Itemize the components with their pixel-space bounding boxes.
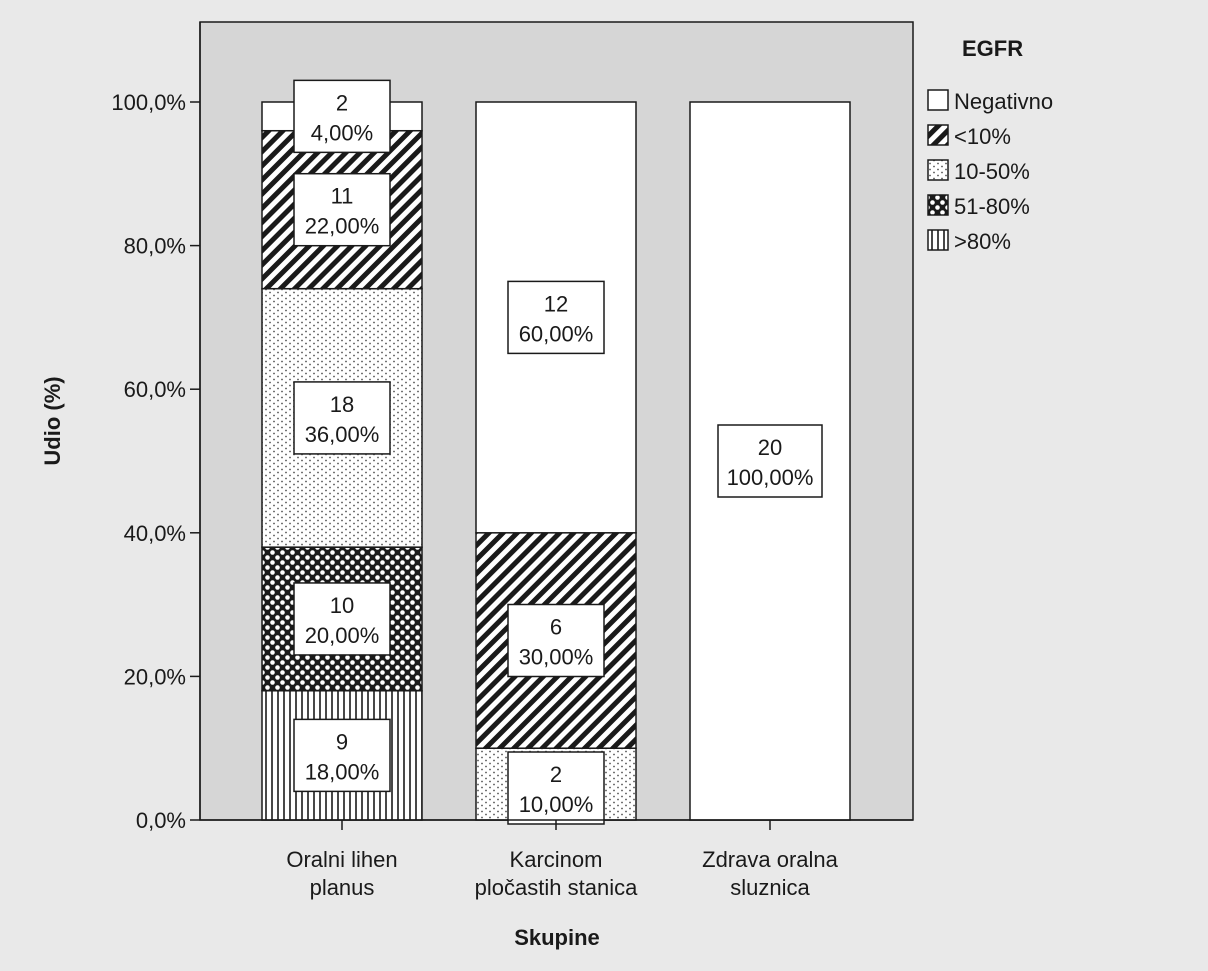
legend-label: <10% — [954, 124, 1011, 149]
data-label-box — [293, 172, 391, 247]
y-tick-label: 80,0% — [124, 234, 186, 259]
data-label: 2 4,00% — [293, 79, 391, 154]
legend-item: >80% — [927, 229, 1011, 254]
data-label-box — [293, 79, 391, 154]
x-axis-title: Skupine — [514, 925, 600, 950]
x-category-label: Zdrava oralna — [702, 847, 839, 872]
data-label-percent: 4,00% — [311, 120, 373, 145]
data-label-count: 11 — [331, 184, 354, 209]
data-label-box — [507, 603, 605, 678]
data-label-percent: 100,00% — [727, 465, 814, 490]
legend-item: Negativno — [927, 89, 1053, 114]
legend-swatch — [927, 159, 949, 181]
legend: EGFR Negativno <10% 10-50% 51-80% >80% — [927, 36, 1053, 254]
data-label: 12 60,00% — [507, 280, 605, 355]
legend-item: 51-80% — [927, 194, 1030, 219]
y-tick-label: 40,0% — [124, 521, 186, 546]
y-tick-label: 20,0% — [124, 664, 186, 689]
x-category-label: sluznica — [730, 875, 810, 900]
data-label-percent: 60,00% — [519, 321, 594, 346]
legend-swatch — [927, 124, 949, 146]
legend-title: EGFR — [962, 36, 1023, 61]
legend-swatch — [927, 229, 949, 251]
data-label-box — [507, 280, 605, 355]
data-label-box — [293, 582, 391, 656]
x-category-label: planus — [310, 875, 375, 900]
legend-swatch — [927, 194, 949, 216]
data-label-count: 20 — [758, 435, 782, 460]
data-label-count: 12 — [544, 291, 568, 316]
x-category-label: Karcinom — [510, 847, 603, 872]
data-label-count: 10 — [330, 593, 354, 618]
data-label-percent: 30,00% — [519, 645, 594, 670]
data-label: 9 18,00% — [293, 718, 391, 793]
data-label: 20 100,00% — [717, 424, 823, 498]
legend-item: 10-50% — [927, 159, 1030, 184]
legend-label: Negativno — [954, 89, 1053, 114]
data-label: 18 36,00% — [293, 381, 391, 455]
data-label-count: 2 — [550, 762, 562, 787]
legend-label: >80% — [954, 229, 1011, 254]
data-label-percent: 36,00% — [305, 422, 380, 447]
data-label-percent: 10,00% — [519, 792, 594, 817]
x-category-label: Oralni lihen — [286, 847, 397, 872]
y-tick-label: 60,0% — [124, 377, 186, 402]
legend-label: 10-50% — [954, 159, 1030, 184]
legend-label: 51-80% — [954, 194, 1030, 219]
data-label: 2 10,00% — [507, 751, 605, 825]
y-axis-title: Udio (%) — [40, 376, 65, 465]
y-tick-label: 100,0% — [111, 90, 186, 115]
legend-swatch — [927, 89, 949, 111]
x-category-label: pločastih stanica — [475, 875, 638, 900]
data-label-percent: 22,00% — [305, 214, 380, 239]
data-label: 6 30,00% — [507, 603, 605, 678]
data-label-percent: 20,00% — [305, 623, 380, 648]
data-labels: 9 18,00% 10 20,00% 18 36,00% 2 10,00% 11 22,00% 6 3… — [293, 79, 823, 825]
data-label-percent: 18,00% — [305, 759, 380, 784]
legend-item: <10% — [927, 124, 1011, 149]
data-label-count: 2 — [336, 90, 348, 115]
data-label-count: 18 — [330, 392, 354, 417]
y-tick-label: 0,0% — [136, 808, 186, 833]
data-label-box — [717, 424, 823, 498]
data-label: 10 20,00% — [293, 582, 391, 656]
data-label-count: 9 — [336, 729, 348, 754]
data-label-box — [293, 381, 391, 455]
data-label-box — [507, 751, 605, 825]
data-label-count: 6 — [550, 615, 562, 640]
data-label-box — [293, 718, 391, 793]
data-label: 11 22,00% — [293, 172, 391, 247]
x-axis: Oralni lihen planus Karcinom pločastih stan… — [200, 819, 913, 900]
y-axis: 0,0% 20,0% 40,0% 60,0% 80,0% 100,0% — [111, 22, 201, 833]
